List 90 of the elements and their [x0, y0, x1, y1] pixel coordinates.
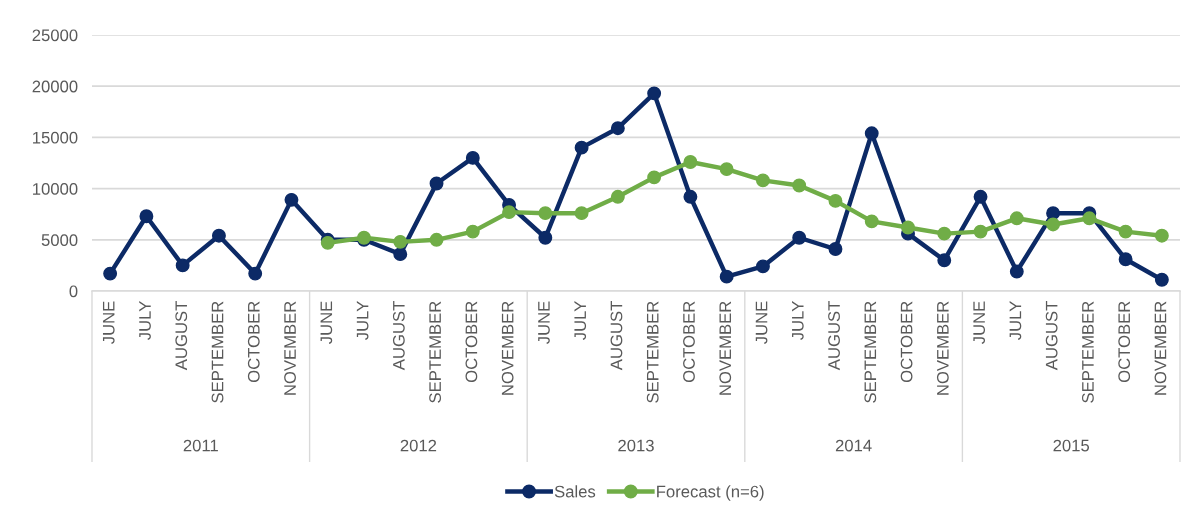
x-tick-label: AUGUST	[828, 301, 840, 371]
point	[248, 266, 263, 281]
point	[211, 228, 226, 243]
text: 2013	[618, 439, 654, 452]
y-tick-label: 20000	[32, 80, 78, 93]
text: 2015	[1053, 439, 1090, 452]
x-tick-label: OCTOBER	[1118, 301, 1131, 383]
y-tick-label: 10000	[33, 183, 78, 195]
x-tick-label: JUNE	[973, 301, 986, 344]
point	[429, 232, 444, 247]
point	[1154, 272, 1169, 287]
point	[683, 155, 698, 169]
point	[937, 253, 952, 268]
x-tick-label: JULY	[1009, 301, 1022, 340]
x-tick-label: SEPTEMBER	[1082, 301, 1094, 403]
x-tick-label: AUGUST	[610, 301, 623, 371]
point	[864, 126, 879, 141]
x-tick-label: JULY	[139, 301, 151, 340]
text: 2011	[183, 439, 218, 452]
x-tick-label: AUGUST	[392, 301, 405, 371]
text: 2012	[400, 439, 437, 452]
x-tick-label: AUGUST	[175, 301, 188, 371]
point	[502, 205, 517, 220]
x-tick-label: NOVEMBER	[719, 301, 732, 395]
x-tick-label: OCTOBER	[465, 301, 478, 383]
x-tick-label: JUNE	[102, 301, 115, 344]
x-tick-label: JUNE	[538, 301, 550, 344]
point	[429, 176, 444, 191]
point	[719, 162, 734, 177]
x-tick-label: JULY	[356, 301, 369, 340]
x-tick-label: OCTOBER	[900, 301, 913, 383]
point	[1118, 252, 1133, 267]
x-tick-label: NOVEMBER	[284, 301, 296, 395]
point	[864, 214, 879, 229]
point	[139, 209, 154, 224]
y-tick-label: 25000	[32, 29, 78, 42]
point	[538, 230, 553, 245]
legend-label: Forecast (n=6)	[657, 485, 764, 501]
x-tick-label: JUNE	[755, 301, 768, 344]
point	[465, 224, 480, 239]
point	[393, 234, 408, 249]
text: 2014	[835, 439, 872, 452]
x-tick-label: OCTOBER	[247, 301, 260, 383]
x-tick-label: AUGUST	[1045, 301, 1058, 371]
x-tick-label: NOVEMBER	[501, 301, 514, 395]
point	[574, 206, 589, 221]
x-tick-label: SEPTEMBER	[646, 301, 659, 403]
point	[1154, 228, 1169, 243]
point	[610, 121, 625, 136]
point	[103, 266, 118, 281]
point	[683, 189, 698, 204]
point	[937, 226, 952, 241]
x-tick-label: SEPTEMBER	[429, 301, 442, 403]
point	[538, 206, 553, 221]
point	[574, 140, 589, 155]
point	[1118, 224, 1133, 239]
point	[284, 192, 299, 207]
point	[1009, 264, 1024, 279]
point	[465, 150, 480, 165]
point	[647, 86, 662, 101]
point	[973, 189, 988, 204]
point	[1009, 211, 1024, 226]
y-tick-label: 0	[69, 285, 78, 298]
x-tick-label: NOVEMBER	[1154, 301, 1167, 395]
x-tick-label: JUNE	[320, 301, 333, 344]
point	[393, 247, 408, 262]
point	[1082, 211, 1097, 226]
point	[1046, 217, 1061, 232]
point	[792, 178, 807, 193]
point	[973, 224, 988, 239]
point	[755, 259, 770, 274]
point	[828, 193, 843, 208]
point	[175, 258, 190, 273]
point	[901, 220, 915, 235]
x-tick-label: JULY	[574, 301, 587, 340]
legend-label: Sales	[554, 485, 596, 498]
point	[1046, 206, 1061, 221]
point	[610, 189, 625, 204]
x-tick-label: OCTOBER	[683, 301, 695, 383]
x-tick-label: SEPTEMBER	[864, 301, 877, 403]
point	[792, 230, 807, 245]
x-tick-label: NOVEMBER	[936, 301, 949, 395]
point	[828, 242, 843, 256]
x-tick-label: JULY	[792, 301, 804, 340]
point	[647, 170, 662, 185]
y-tick-label: 5000	[41, 234, 78, 246]
y-tick-label: 15000	[33, 131, 78, 144]
point	[719, 269, 734, 284]
point	[755, 173, 770, 188]
x-tick-label: SEPTEMBER	[211, 301, 224, 403]
